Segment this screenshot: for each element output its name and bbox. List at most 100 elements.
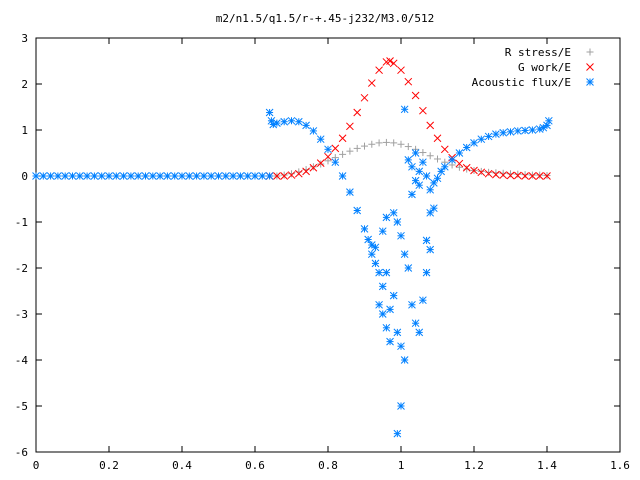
data-point	[404, 264, 413, 272]
data-point	[462, 143, 471, 152]
data-point	[462, 163, 471, 172]
data-point	[539, 123, 548, 132]
data-point	[97, 172, 106, 180]
data-point	[521, 126, 529, 135]
data-point	[61, 172, 70, 180]
data-point	[46, 172, 55, 180]
data-point	[375, 66, 383, 75]
data-point	[353, 108, 362, 117]
data-point	[267, 116, 276, 125]
data-point	[426, 208, 435, 217]
data-point	[68, 172, 77, 180]
data-point	[536, 171, 544, 179]
series-2	[32, 105, 553, 438]
x-tick-label: 1.4	[537, 459, 557, 472]
y-tick-label: -6	[15, 446, 28, 459]
data-point	[39, 172, 48, 180]
data-point	[265, 172, 274, 180]
data-point	[506, 171, 515, 180]
x-tick-label: 0.6	[245, 459, 265, 472]
data-point	[170, 172, 179, 180]
data-point	[389, 291, 398, 300]
data-point	[382, 268, 391, 277]
data-point	[367, 79, 376, 87]
data-point	[339, 150, 347, 158]
data-point	[221, 172, 230, 180]
data-point	[411, 176, 420, 185]
data-point	[302, 121, 310, 130]
data-point	[32, 172, 40, 180]
y-tick-label: -4	[15, 354, 29, 367]
chart-title: m2/n1.5/q1.5/r-+.45-j232/M3.0/512	[216, 12, 435, 25]
data-point	[127, 172, 135, 180]
data-point	[411, 91, 420, 100]
data-point	[265, 108, 274, 117]
data-point	[419, 106, 427, 115]
data-point	[393, 429, 402, 438]
data-point	[521, 171, 529, 179]
data-point	[408, 300, 416, 309]
data-point	[280, 117, 289, 126]
data-point	[309, 163, 317, 171]
data-point	[361, 142, 368, 150]
data-point	[324, 157, 332, 165]
data-point	[294, 169, 303, 178]
plot-frame	[35, 37, 621, 453]
y-tick-label: 1	[21, 124, 28, 137]
data-point	[200, 172, 208, 180]
data-point	[543, 121, 551, 130]
data-point	[386, 305, 394, 314]
y-tick-label: 2	[21, 78, 28, 91]
data-point	[287, 171, 296, 179]
data-point	[360, 93, 369, 102]
data-point	[544, 116, 553, 125]
data-point	[400, 250, 409, 259]
data-point	[433, 134, 442, 143]
legend-label: R stress/E	[505, 46, 571, 59]
data-point	[543, 172, 551, 180]
data-point	[426, 245, 435, 254]
data-point	[404, 77, 413, 86]
data-point	[422, 268, 431, 277]
x-tick-label: 1.2	[464, 459, 484, 472]
data-point	[148, 172, 157, 180]
legend-marker	[586, 78, 594, 86]
data-point	[178, 172, 186, 180]
data-point	[141, 172, 150, 180]
data-point	[513, 171, 522, 180]
data-point	[236, 172, 245, 180]
data-point	[378, 310, 387, 318]
data-point	[528, 126, 537, 134]
data-point	[54, 172, 62, 180]
legend-marker	[586, 63, 594, 71]
data-point	[316, 159, 325, 167]
data-point	[415, 328, 424, 337]
data-point	[397, 140, 405, 148]
x-tick-label: 0.8	[318, 459, 338, 472]
data-point	[288, 170, 295, 178]
data-point	[243, 172, 252, 180]
data-point	[400, 356, 409, 364]
data-point	[397, 342, 405, 351]
data-point	[455, 159, 464, 168]
legend-label: G work/E	[518, 61, 571, 74]
data-point	[331, 158, 340, 167]
data-point	[192, 172, 201, 180]
data-point	[338, 172, 347, 180]
data-point	[251, 172, 259, 180]
data-point	[528, 172, 537, 180]
data-point	[484, 132, 493, 141]
x-tick-label: 0.4	[172, 459, 192, 472]
data-point	[375, 268, 383, 277]
data-point	[214, 172, 223, 180]
data-point	[470, 139, 478, 147]
data-point	[382, 138, 390, 146]
y-tick-label: -5	[15, 400, 28, 413]
data-point	[375, 139, 383, 147]
axis-ticks: 0 0.2 0.4 0.6 0.8 1 1.2 1.4 1.6 3 2 1 0 -1 -2 -3 -4 -5 -6	[15, 32, 630, 472]
data-point	[492, 170, 500, 179]
data-point	[434, 155, 441, 163]
data-point	[346, 188, 354, 196]
data-point	[163, 172, 172, 180]
